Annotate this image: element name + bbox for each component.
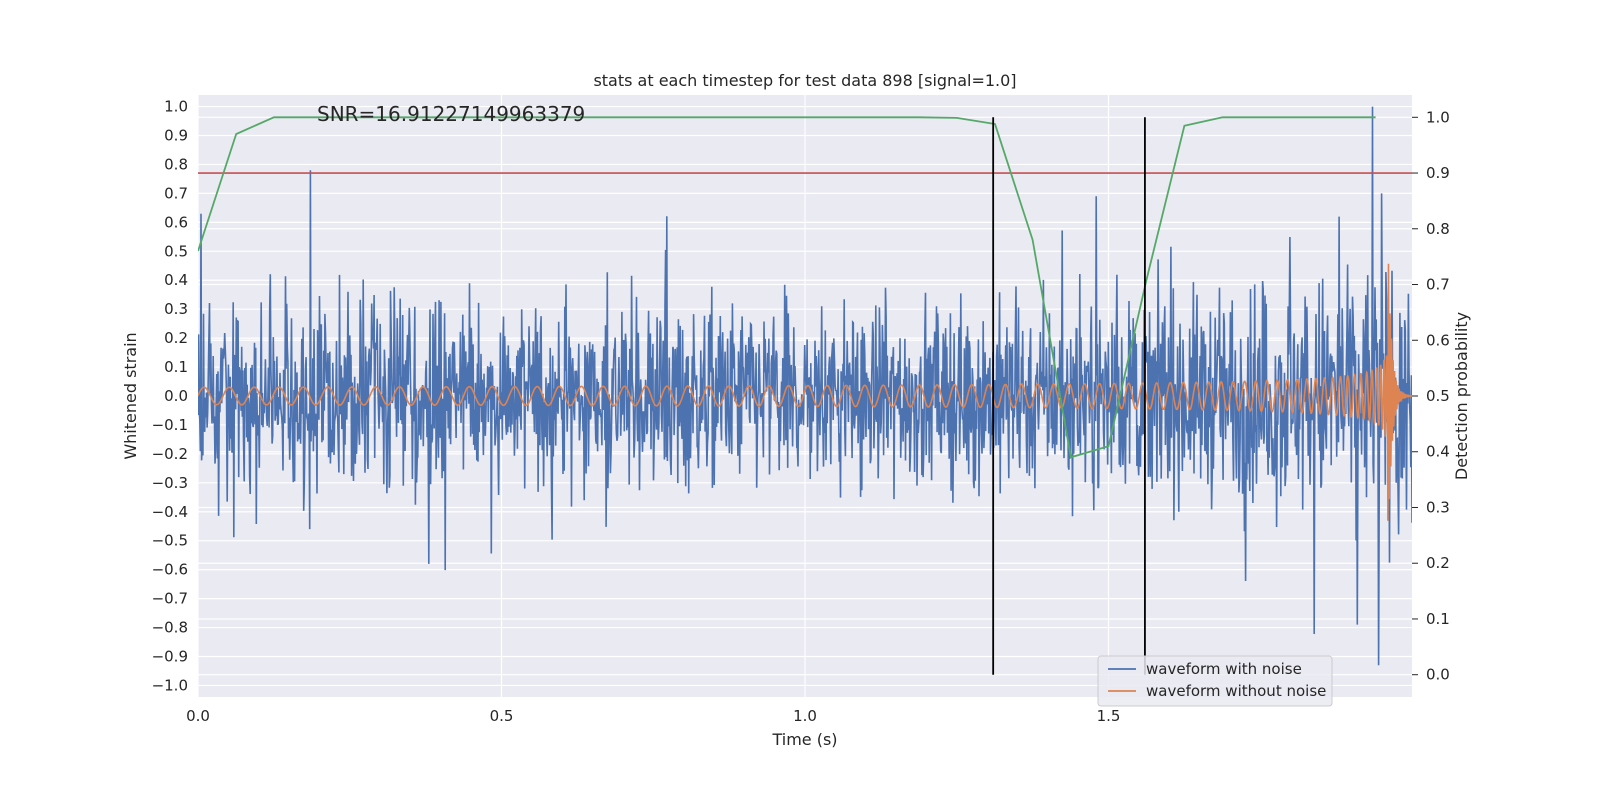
y-tick-label-left: −0.4 (152, 503, 188, 521)
y-tick-label-right: 1.0 (1426, 108, 1450, 126)
y-tick-label-left: 0.0 (164, 387, 188, 405)
y-tick-label-left: 0.9 (164, 127, 188, 145)
x-tick-label: 0.5 (490, 707, 514, 725)
y-tick-label-right: 0.4 (1426, 443, 1450, 461)
legend: waveform with noise waveform without noi… (1097, 655, 1333, 707)
x-tick-label: 0.0 (186, 707, 210, 725)
series-waveform-with-noise (198, 106, 1412, 666)
y-tick-label-right: 0.1 (1426, 610, 1450, 628)
y-tick-label-left: −0.3 (152, 474, 188, 492)
y-tick-label-left: 0.3 (164, 300, 188, 318)
y-tick-label-left: 0.2 (164, 329, 188, 347)
tick-labels: 0.0 0.5 1.0 1.5 1.0 0.9 0.8 0.7 0.6 0.5 0.4 0.3 0.2 0… (152, 98, 1450, 725)
y-tick-label-left: 1.0 (164, 98, 188, 116)
y-tick-label-left: −0.8 (152, 619, 188, 637)
y-tick-label-right: 0.3 (1426, 498, 1450, 516)
y-tick-label-left: −0.1 (152, 416, 188, 434)
x-tick-label: 1.5 (1097, 707, 1121, 725)
legend-box (1097, 655, 1333, 707)
y-tick-label-right: 0.5 (1426, 387, 1450, 405)
y-tick-label-left: −0.2 (152, 445, 188, 463)
y-tick-label-right: 0.0 (1426, 666, 1450, 684)
y-tick-label-left: −0.6 (152, 561, 188, 579)
y-tick-label-right: 0.7 (1426, 276, 1450, 294)
y-axis-label-right: Detection probability (1452, 312, 1471, 480)
x-tick-label: 1.0 (793, 707, 817, 725)
y-tick-label-left: 0.6 (164, 213, 188, 231)
series-waveform-without-noise (198, 263, 1412, 521)
y-tick-label-right: 0.6 (1426, 331, 1450, 349)
y-tick-label-left: −0.7 (152, 590, 188, 608)
overlay-layer (992, 117, 1146, 675)
series-detection-probability (198, 116, 1376, 459)
snr-annotation: SNR=16.91227149963379 (317, 102, 585, 126)
y-tick-label-left: 0.1 (164, 358, 188, 376)
y-tick-label-left: 0.4 (164, 271, 188, 289)
y-tick-label-left: 0.7 (164, 184, 188, 202)
y-tick-label-right: 0.9 (1426, 164, 1450, 182)
chart-title: stats at each timestep for test data 898… (593, 71, 1016, 90)
legend-label-waveform-with-noise: waveform with noise (1146, 660, 1302, 678)
y-tick-label-left: −0.9 (152, 647, 188, 665)
y-tick-label-right: 0.2 (1426, 554, 1450, 572)
legend-label-waveform-without-noise: waveform without noise (1146, 682, 1326, 700)
y-tick-label-left: 0.5 (164, 242, 188, 260)
y-axis-label-left: Whitened strain (121, 332, 140, 459)
y-tick-label-left: −1.0 (152, 676, 188, 694)
x-axis-label: Time (s) (771, 730, 837, 749)
series-layer (198, 106, 1412, 666)
y-tick-label-left: 0.8 (164, 155, 188, 173)
y-tick-label-left: −0.5 (152, 532, 188, 550)
y-tick-label-right: 0.8 (1426, 220, 1450, 238)
